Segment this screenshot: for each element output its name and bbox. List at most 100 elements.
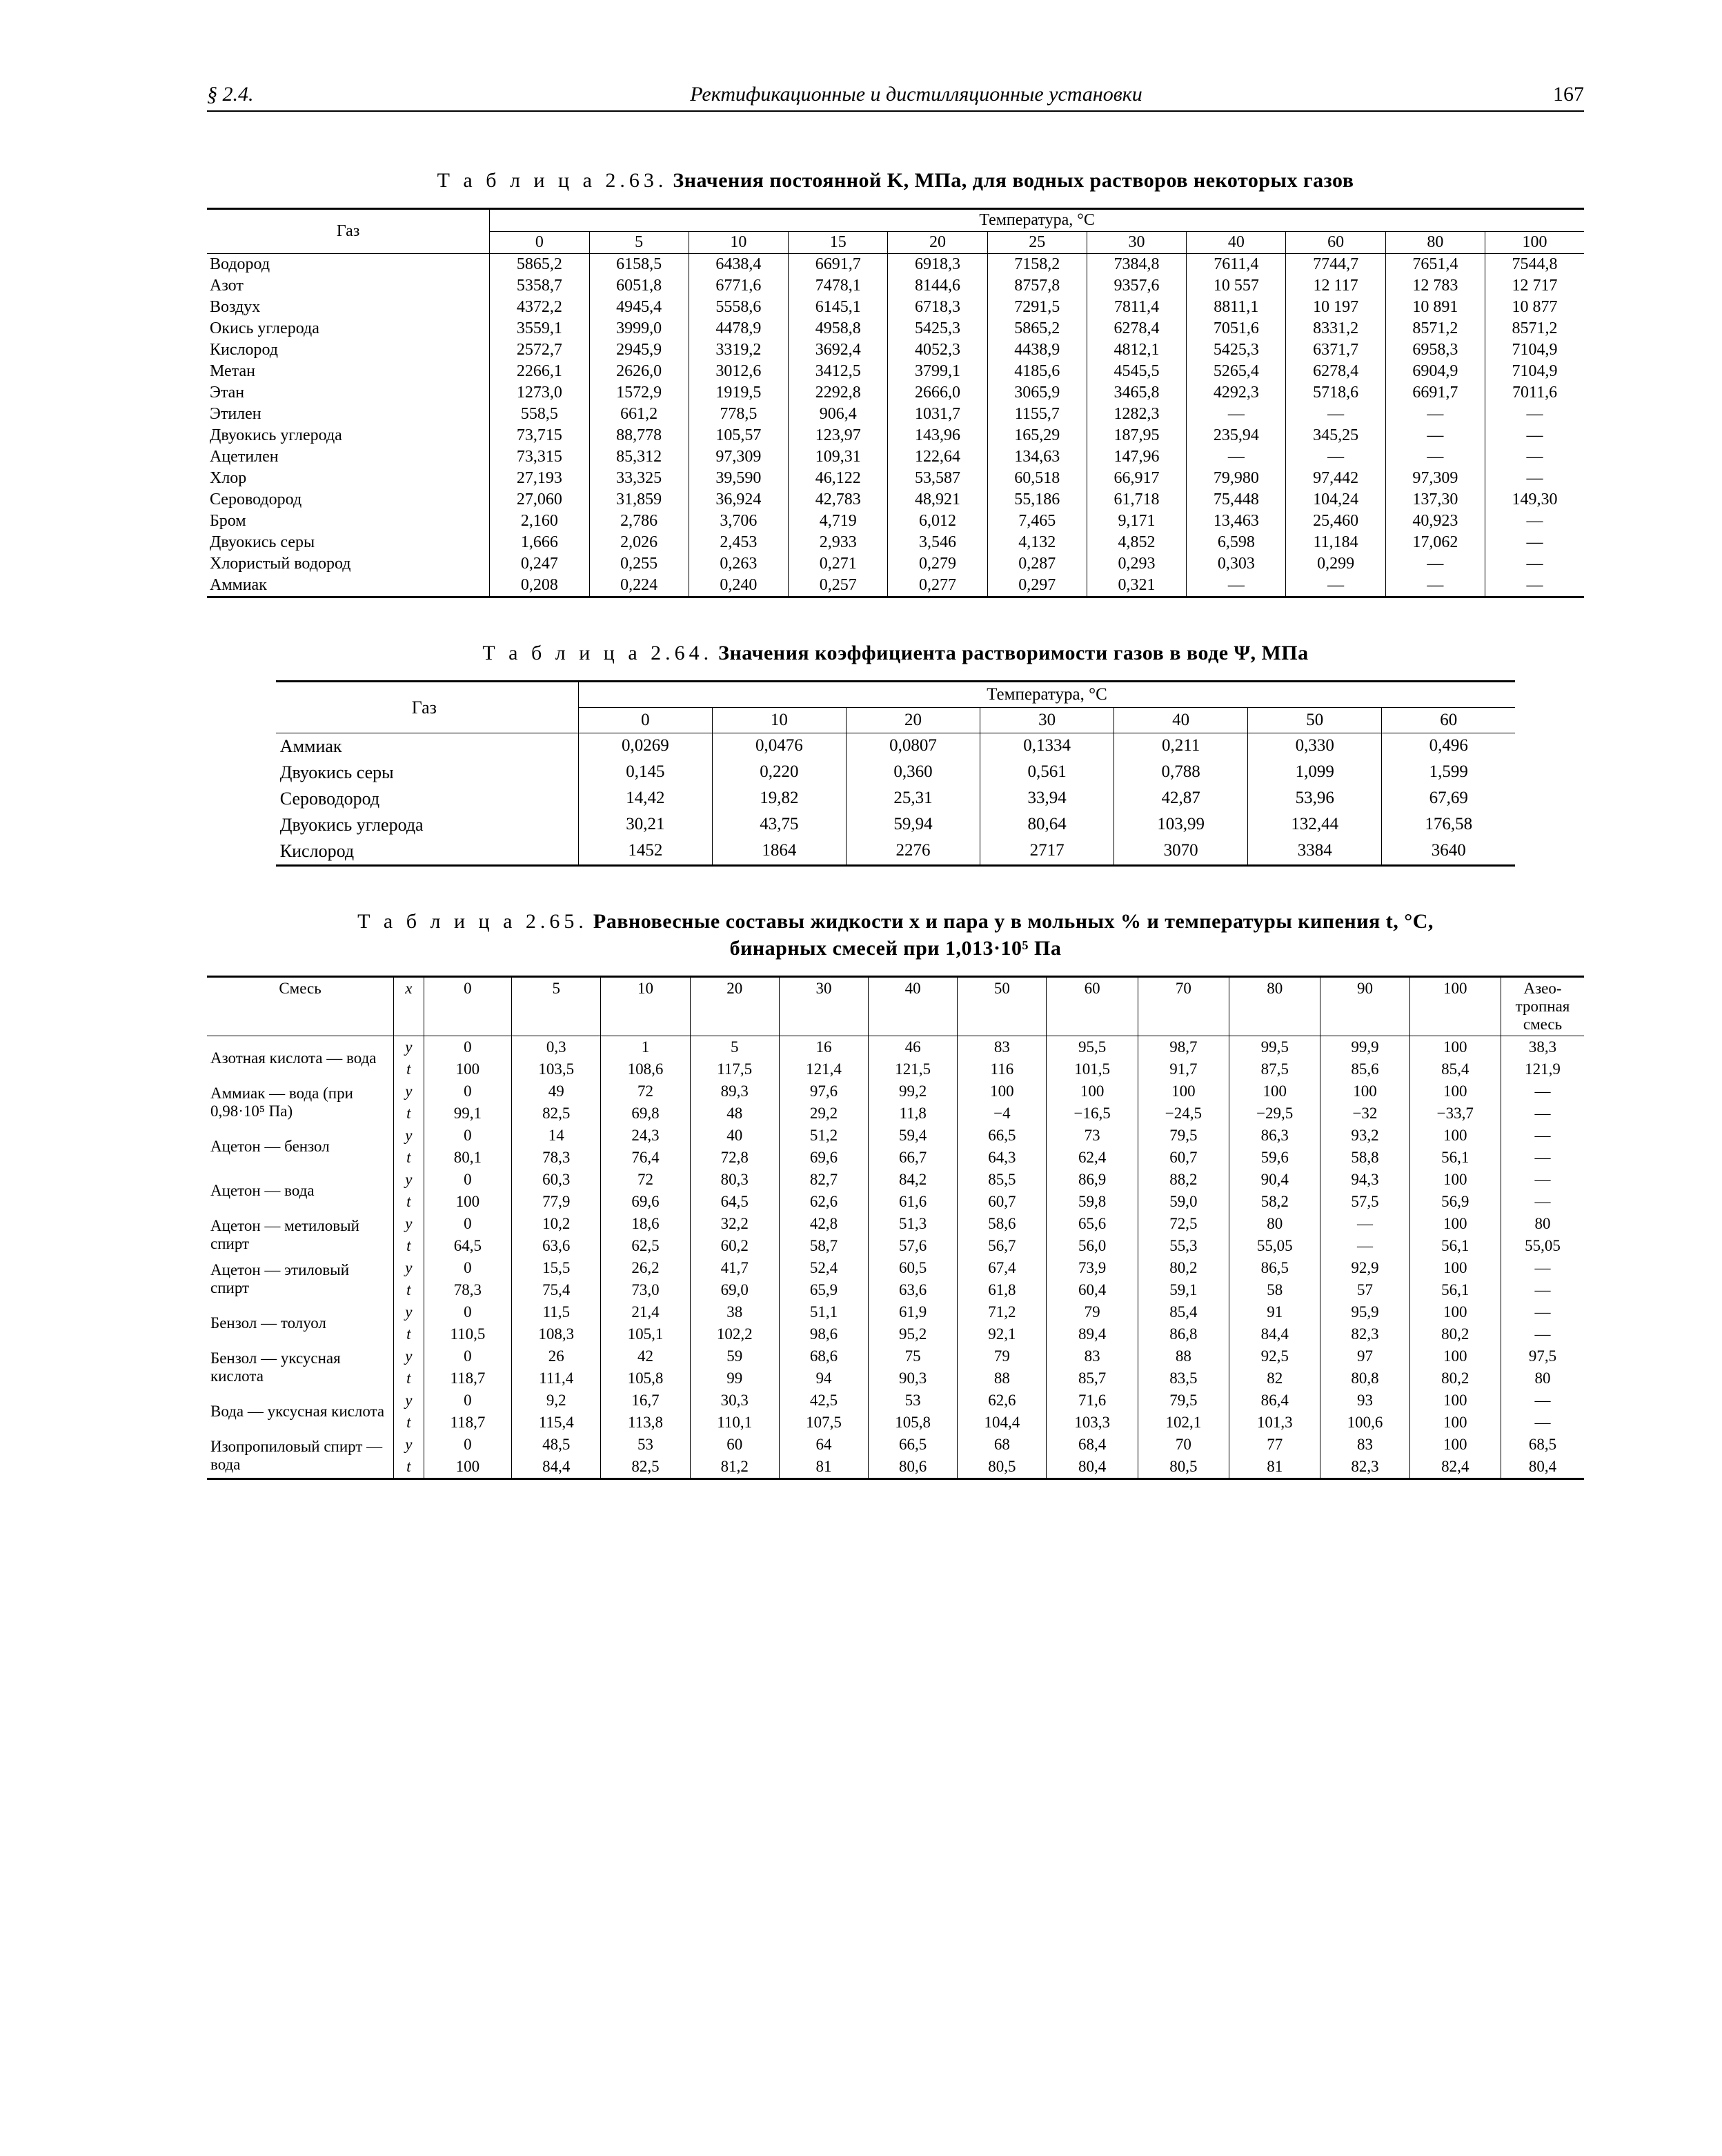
table63-cell: 6,598 xyxy=(1187,532,1286,553)
table65-cell: 80 xyxy=(1501,1213,1585,1235)
table63-col-temp: 100 xyxy=(1485,232,1584,254)
table65-y-label: y xyxy=(394,1080,424,1102)
table65-cell: 94 xyxy=(779,1367,868,1389)
table64-rowheader: Газ xyxy=(276,682,579,733)
table65-cell: 97 xyxy=(1320,1345,1409,1367)
table65-mix-name: Аммиак — вода (при 0,98·10⁵ Па) xyxy=(207,1080,394,1125)
table64-cell: 25,31 xyxy=(846,786,980,812)
table65-cell: 59,8 xyxy=(1047,1191,1138,1213)
table63-cell: 4052,3 xyxy=(888,339,987,361)
table65-cell: 101,3 xyxy=(1229,1412,1320,1434)
table65-cell: 57,6 xyxy=(869,1235,958,1257)
table65-cell: 100 xyxy=(1138,1080,1229,1102)
table65-cell: 56,9 xyxy=(1409,1191,1501,1213)
table65-cell: 9,2 xyxy=(512,1389,601,1412)
table65-cell: 58,2 xyxy=(1229,1191,1320,1213)
table63-cell: 4,852 xyxy=(1087,532,1186,553)
table65-cell: 80,8 xyxy=(1320,1367,1409,1389)
table65-t-label: t xyxy=(394,1367,424,1389)
table65-cell: 69,6 xyxy=(779,1147,868,1169)
table65-cell: 100 xyxy=(1047,1080,1138,1102)
table65-cell: 66,7 xyxy=(869,1147,958,1169)
table65-cell: 0 xyxy=(424,1434,511,1456)
table65-cell: 40 xyxy=(690,1125,779,1147)
table63-cell: — xyxy=(1485,511,1584,532)
table63-gas-name: Метан xyxy=(207,361,490,382)
table65-t-label: t xyxy=(394,1235,424,1257)
table65-cell: 75 xyxy=(869,1345,958,1367)
table64-cell: 176,58 xyxy=(1382,812,1515,838)
table63-cell: 5558,6 xyxy=(689,297,788,318)
table65-cell: 100 xyxy=(1409,1169,1501,1191)
table64-col-temp: 0 xyxy=(578,708,712,733)
table65-cell: 85,5 xyxy=(958,1169,1047,1191)
table64-cell: 0,496 xyxy=(1382,733,1515,760)
table65-cell: 82,3 xyxy=(1320,1323,1409,1345)
table63-cell: 2572,7 xyxy=(490,339,589,361)
table65-cell: 95,9 xyxy=(1320,1301,1409,1323)
table63-col-temp: 30 xyxy=(1087,232,1186,254)
table65-rowheader: Смесь xyxy=(207,977,394,1036)
table65-cell: 65,6 xyxy=(1047,1213,1138,1235)
table65-cell: −32 xyxy=(1320,1102,1409,1125)
table65-y-label: y xyxy=(394,1213,424,1235)
table65-cell: 48 xyxy=(690,1102,779,1125)
table65-cell: 80,2 xyxy=(1409,1323,1501,1345)
table63-cell: 66,917 xyxy=(1087,468,1186,489)
table63-cell: 9,171 xyxy=(1087,511,1186,532)
table63-cell: 3,546 xyxy=(888,532,987,553)
table63-gas-name: Двуокись углерода xyxy=(207,425,490,446)
table65-xval: 80 xyxy=(1229,977,1320,1036)
table65-cell: 38,3 xyxy=(1501,1036,1585,1059)
table65-cell: 0 xyxy=(424,1257,511,1279)
table65-cell: 59,6 xyxy=(1229,1147,1320,1169)
table65-cell: 90,4 xyxy=(1229,1169,1320,1191)
table65-cell: 62,6 xyxy=(958,1389,1047,1412)
table65-t-label: t xyxy=(394,1191,424,1213)
table65-cell: 92,5 xyxy=(1229,1345,1320,1367)
table63-cell: 0,263 xyxy=(689,553,788,575)
table63-cell: 6278,4 xyxy=(1087,318,1186,339)
table63-cell: 0,247 xyxy=(490,553,589,575)
table65-cell: 121,4 xyxy=(779,1058,868,1080)
table63-caption-lead: Т а б л и ц а 2.63. xyxy=(437,169,668,192)
table65-caption: Т а б л и ц а 2.65. Равновесные составы … xyxy=(309,908,1482,962)
table63-cell: 3012,6 xyxy=(689,361,788,382)
table65-y-label: y xyxy=(394,1389,424,1412)
table63-cell: 2,453 xyxy=(689,532,788,553)
table63-cell: 73,315 xyxy=(490,446,589,468)
table65-cell: 115,4 xyxy=(512,1412,601,1434)
table65-cell: 61,8 xyxy=(958,1279,1047,1301)
table63-cell: 60,518 xyxy=(987,468,1087,489)
table63-cell: 2,786 xyxy=(589,511,689,532)
table65-cell: — xyxy=(1320,1235,1409,1257)
table65-cell: 0 xyxy=(424,1036,511,1059)
table63-cell: 6691,7 xyxy=(1385,382,1485,404)
table65-cell: 57,5 xyxy=(1320,1191,1409,1213)
table65-cell: 32,2 xyxy=(690,1213,779,1235)
table63-cell: 1572,9 xyxy=(589,382,689,404)
table63-cell: 122,64 xyxy=(888,446,987,468)
table65-cell: 92,1 xyxy=(958,1323,1047,1345)
table65-cell: 84,4 xyxy=(512,1456,601,1479)
table65-azeo-header: Азео-тропная смесь xyxy=(1501,977,1585,1036)
table65-xval: 50 xyxy=(958,977,1047,1036)
table65-cell: 29,2 xyxy=(779,1102,868,1125)
table65-cell: 61,9 xyxy=(869,1301,958,1323)
table63-cell: 46,122 xyxy=(789,468,888,489)
table65-cell: 68,5 xyxy=(1501,1434,1585,1456)
table63-cell: 11,184 xyxy=(1286,532,1385,553)
table63-cell: 7051,6 xyxy=(1187,318,1286,339)
table65-cell: 71,2 xyxy=(958,1301,1047,1323)
table63-cell: 1273,0 xyxy=(490,382,589,404)
table65-cell: 121,5 xyxy=(869,1058,958,1080)
table65-cell: 64,3 xyxy=(958,1147,1047,1169)
table65-cell: 0 xyxy=(424,1169,511,1191)
table65-cell: 51,1 xyxy=(779,1301,868,1323)
table65-cell: 68,6 xyxy=(779,1345,868,1367)
table65-cell: 24,3 xyxy=(601,1125,690,1147)
table65-t-label: t xyxy=(394,1147,424,1169)
table65-xval: 100 xyxy=(1409,977,1501,1036)
table65-cell: 55,05 xyxy=(1501,1235,1585,1257)
table65-caption-lead: Т а б л и ц а 2.65. xyxy=(357,910,588,933)
